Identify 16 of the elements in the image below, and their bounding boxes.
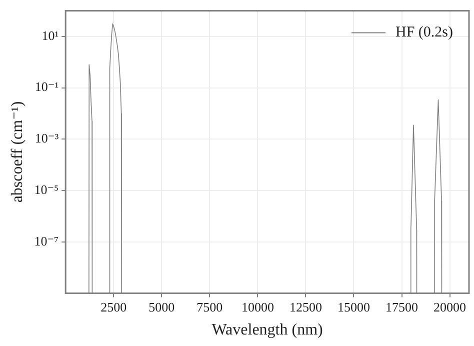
x-tick-label: 20000 bbox=[434, 299, 466, 314]
x-tick-label: 10000 bbox=[241, 299, 274, 314]
x-tick-label: 7500 bbox=[196, 299, 223, 314]
x-tick-label: 15000 bbox=[337, 299, 370, 314]
x-tick-label: 2500 bbox=[100, 299, 127, 314]
y-axis-title: abscoeff (cm⁻¹) bbox=[8, 101, 26, 203]
y-tick-label: 10⁻³ bbox=[34, 130, 59, 146]
x-axis-title: Wavelength (nm) bbox=[212, 322, 323, 339]
y-tick-label: 10¹ bbox=[42, 28, 59, 43]
y-tick-label: 10⁻¹ bbox=[34, 79, 59, 94]
legend-label: HF (0.2s) bbox=[396, 24, 454, 41]
x-tick-label: 17500 bbox=[386, 299, 418, 314]
x-tick-label: 12500 bbox=[289, 299, 322, 314]
x-tick-label: 5000 bbox=[148, 299, 175, 314]
y-tick-label: 10⁻⁷ bbox=[34, 233, 59, 248]
y-tick-label: 10⁻⁵ bbox=[34, 182, 59, 197]
